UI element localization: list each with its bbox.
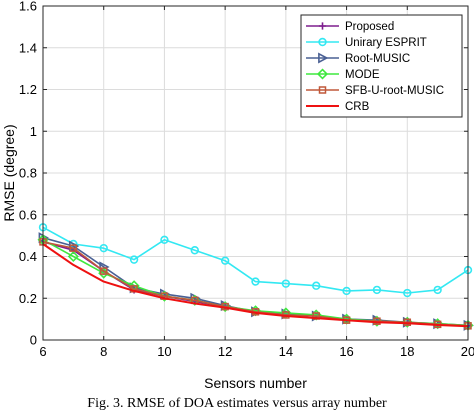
x-tick-label: 14 — [279, 344, 293, 359]
y-tick-label: 1.2 — [19, 82, 37, 97]
ticks: 6 8 10 12 14 16 18 20 0 0.2 0.4 0.6 0.8 1 1.2 1.4 1.6 — [19, 0, 474, 359]
x-axis-label: Sensors number — [204, 375, 307, 391]
y-tick-label: 0.2 — [19, 291, 37, 306]
y-tick-label: 0.8 — [19, 166, 37, 181]
y-tick-label: 0 — [30, 333, 37, 348]
y-tick-label: 0.4 — [19, 249, 37, 264]
data-point — [69, 244, 78, 252]
legend-marker — [318, 52, 329, 64]
series-line-crb — [42, 243, 469, 328]
rmse-chart: 6 8 10 12 14 16 18 20 0 0.2 0.4 0.6 0.8 1 1.2 1.4 1.6 Se… — [1, 0, 474, 391]
legend-box — [300, 14, 463, 118]
x-tick-label: 16 — [339, 344, 353, 359]
y-axis-label: RMSE (degree) — [1, 124, 17, 221]
legend-marker — [316, 68, 329, 80]
x-tick-label: 20 — [461, 344, 474, 359]
legend-entry-unirary-esprit: Unirary ESPRIT — [306, 37, 427, 49]
data-point — [251, 277, 260, 286]
legend-entry-sfb-u-root-music: SFB-U-root-MUSIC — [306, 85, 444, 97]
y-tick-label: 1 — [30, 124, 37, 139]
data-point — [403, 288, 412, 298]
data-point — [99, 267, 108, 275]
legend-marker — [318, 86, 327, 94]
series-line-sfb-u-root-music — [42, 241, 469, 327]
x-tick-label: 12 — [218, 344, 232, 359]
x-tick-label: 6 — [39, 344, 46, 359]
legend-entry-root-music: Root-MUSIC — [306, 52, 410, 65]
data-point — [99, 243, 108, 253]
y-tick-label: 1.6 — [19, 0, 37, 14]
series-line-unirary-esprit — [42, 226, 469, 294]
y-tick-label: 0.6 — [19, 207, 37, 222]
legend-entry-mode: MODE — [306, 68, 380, 81]
data-point — [220, 256, 230, 265]
legend-label: MODE — [345, 69, 380, 81]
legend-label: CRB — [345, 101, 370, 113]
legend-marker — [318, 22, 327, 30]
x-tick-label: 10 — [157, 344, 171, 359]
legend-label: SFB-U-root-MUSIC — [345, 85, 444, 97]
legend-marker — [318, 37, 327, 47]
data-point — [67, 250, 79, 263]
x-tick-label: 18 — [400, 344, 414, 359]
legend: Proposed Unirary ESPRIT Root-MUSIC MODE SFB-… — [300, 14, 463, 118]
data-point — [190, 246, 199, 255]
y-tick-label: 1.4 — [19, 40, 37, 55]
legend-label: Proposed — [345, 21, 394, 33]
legend-entry-crb: CRB — [306, 101, 370, 113]
data-point — [372, 285, 382, 295]
x-tick-label: 8 — [100, 344, 107, 359]
data-point — [129, 255, 139, 264]
data-point — [433, 285, 442, 295]
legend-label: Unirary ESPRIT — [345, 37, 427, 49]
legend-label: Root-MUSIC — [345, 53, 410, 65]
data-point — [160, 235, 169, 245]
data-point — [281, 279, 291, 288]
data-point — [312, 281, 321, 290]
data-point — [342, 286, 351, 296]
series-unirary-esprit — [38, 223, 473, 298]
series-crb — [42, 243, 469, 328]
legend-entry-proposed: Proposed — [306, 21, 394, 33]
figure-caption: Fig. 3. RMSE of DOA estimates versus arr… — [87, 396, 387, 411]
